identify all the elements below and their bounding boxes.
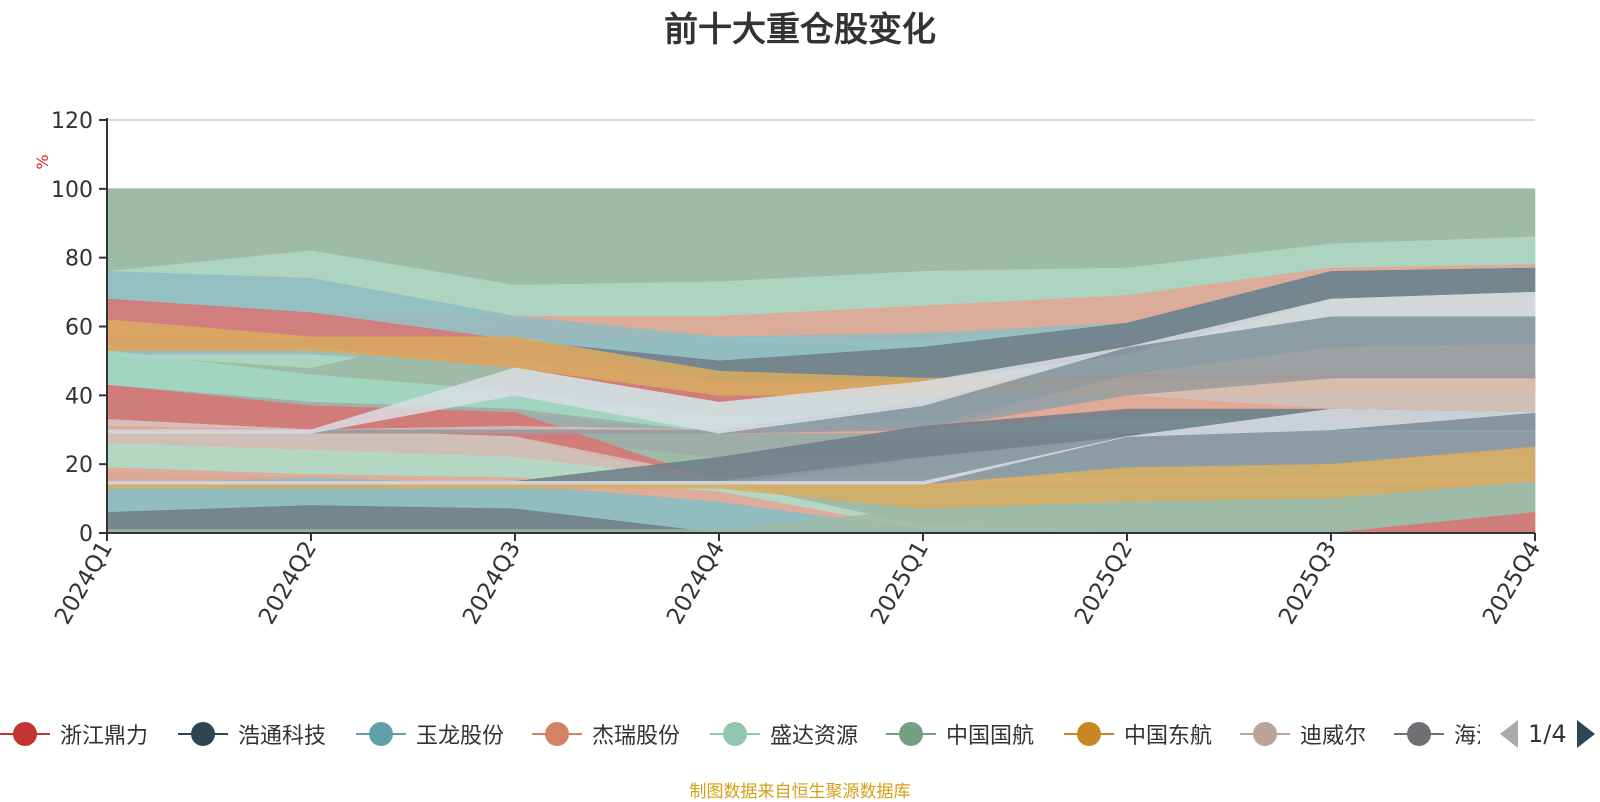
legend-label: 迪威尔 — [1300, 724, 1367, 749]
y-tick-label: 120 — [51, 109, 93, 134]
y-tick-label: 80 — [65, 247, 93, 272]
legend-item[interactable]: 杰瑞股份 — [532, 712, 680, 756]
legend-pager: 1/4 — [1500, 716, 1595, 752]
legend-item[interactable]: 中国国航 — [886, 712, 1034, 756]
legend-marker-icon — [532, 721, 582, 747]
legend-marker-icon — [1240, 721, 1290, 747]
x-tick-label: 2024Q4 — [662, 537, 730, 629]
area-band — [106, 291, 1536, 434]
legend-label: 浙江鼎力 — [60, 724, 149, 749]
y-tick-label: 40 — [65, 384, 93, 409]
y-tick-label: 20 — [65, 453, 93, 478]
y-tick-label: 100 — [51, 178, 93, 203]
x-tick-label: 2025Q4 — [1478, 537, 1546, 629]
y-tick-label: 0 — [79, 522, 93, 547]
area-band — [106, 343, 1536, 434]
x-tick-label: 2024Q1 — [50, 537, 118, 629]
pager-next-icon[interactable] — [1576, 720, 1595, 748]
legend-item[interactable]: 盛达资源 — [710, 712, 858, 756]
pager-text: 1/4 — [1528, 720, 1567, 748]
legend-marker-icon — [356, 721, 406, 747]
legend-item[interactable]: 浙江鼎力 — [0, 712, 148, 756]
legend-item[interactable]: 迪威尔 — [1240, 712, 1366, 756]
x-tick-label: 2024Q2 — [254, 537, 322, 629]
legend: 浙江鼎力 浩通科技 玉龙股份 杰瑞股份 盛达资源 中国国航 中国东航 迪威尔 海油 — [0, 712, 1480, 756]
y-tick-label: 60 — [65, 316, 93, 341]
pager-prev-icon[interactable] — [1500, 720, 1518, 748]
legend-label: 中国东航 — [1124, 724, 1213, 749]
legend-marker-icon — [0, 721, 50, 747]
legend-item[interactable]: 浩通科技 — [178, 712, 326, 756]
legend-item[interactable]: 玉龙股份 — [356, 712, 504, 756]
legend-item[interactable]: 中国东航 — [1064, 712, 1212, 756]
legend-marker-icon — [178, 721, 228, 747]
legend-label: 盛达资源 — [770, 724, 859, 749]
legend-label: 海油 — [1454, 724, 1480, 749]
legend-label: 浩通科技 — [238, 724, 327, 749]
legend-marker-icon — [710, 721, 760, 747]
legend-marker-icon — [1394, 721, 1444, 747]
chart-title: 前十大重仓股变化 — [664, 10, 936, 50]
y-axis-label: % — [33, 154, 52, 169]
x-tick-label: 2024Q3 — [458, 537, 526, 629]
legend-marker-icon — [1064, 721, 1114, 747]
x-tick-label: 2025Q3 — [1274, 537, 1342, 629]
legend-label: 中国国航 — [946, 724, 1035, 749]
legend-marker-icon — [886, 721, 936, 747]
legend-label: 玉龙股份 — [416, 724, 505, 749]
source-note: 制图数据来自恒生聚源数据库 — [689, 782, 911, 802]
legend-label: 杰瑞股份 — [592, 724, 681, 749]
legend-item[interactable]: 海油 — [1394, 712, 1480, 756]
x-tick-label: 2025Q1 — [866, 537, 934, 629]
x-tick-label: 2025Q2 — [1070, 537, 1138, 629]
